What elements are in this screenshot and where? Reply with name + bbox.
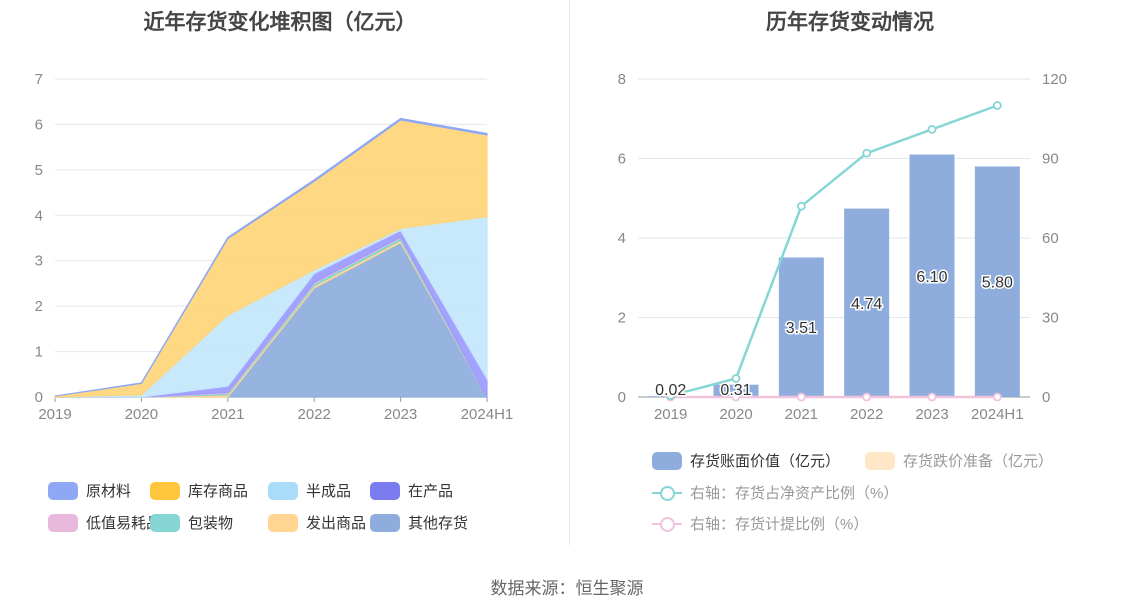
provision-ratio-point: [796, 392, 806, 402]
legend-swatch: [370, 513, 400, 532]
bar-data-label: 6.10: [916, 269, 947, 286]
provision-ratio-point: [992, 392, 1002, 402]
left-y-tick-label: 6: [35, 116, 43, 133]
right-chart-title: 历年存货变动情况: [766, 11, 934, 34]
provision-ratio-point: [927, 392, 937, 402]
left-y-tick-label: 4: [35, 207, 43, 224]
chart-divider: [569, 0, 570, 545]
bar-data-label: 4.74: [851, 296, 882, 313]
net-asset-ratio-line: [670, 104, 998, 397]
legend-item[interactable]: 低值易耗品: [48, 512, 161, 533]
left-x-tick-label: 2024H1: [461, 406, 514, 423]
legend-line-marker: [652, 515, 682, 533]
legend-label: 半成品: [306, 483, 352, 500]
legend-item[interactable]: 右轴：存货占净资产比例（%）: [652, 482, 898, 503]
bar-inventory-value: [778, 257, 824, 397]
right-x-tick-label: 2020: [719, 406, 752, 423]
legend-item[interactable]: 半成品: [268, 480, 351, 501]
left-x-tick-label: 2020: [125, 406, 158, 423]
left-y-tick-label: 3: [35, 253, 43, 270]
bar-inventory-value: [909, 154, 955, 397]
legend-swatch: [865, 451, 895, 470]
bar-data-label: 3.51: [786, 320, 817, 337]
net-asset-ratio-point: [731, 374, 741, 383]
legend-item[interactable]: 在产品: [370, 480, 453, 501]
net-asset-ratio-point: [862, 148, 872, 158]
left-x-tick-label: 2023: [384, 406, 417, 423]
bar-data-label: 0.31: [720, 382, 751, 399]
left-x-tick-label: 2022: [298, 406, 331, 423]
data-source: 数据来源：恒生聚源: [490, 579, 644, 598]
right-y2-tick-label: 60: [1042, 230, 1059, 247]
left-y-tick-label: 7: [35, 71, 43, 88]
net-asset-ratio-point: [666, 391, 676, 401]
legend-label: 库存商品: [188, 483, 249, 500]
legend-label: 其他存货: [408, 515, 469, 532]
legend-swatch: [150, 481, 180, 500]
right-x-tick-label: 2022: [850, 406, 883, 423]
right-y-tick-label: 0: [618, 389, 626, 406]
net-asset-ratio-point: [796, 201, 806, 211]
right-x-tick-label: 2023: [915, 406, 948, 423]
left-y-tick-label: 5: [35, 162, 43, 179]
legend-swatch: [48, 513, 78, 532]
legend-swatch: [652, 451, 682, 470]
legend-label: 发出商品: [306, 515, 367, 532]
left-x-tick-label: 2021: [211, 406, 244, 423]
bar-inventory-value: [974, 166, 1020, 397]
legend-item[interactable]: 其他存货: [370, 512, 468, 533]
right-y2-tick-label: 30: [1042, 310, 1059, 327]
left-chart-title: 近年存货变化堆积图（亿元）: [143, 11, 417, 34]
legend-label: 原材料: [86, 483, 132, 500]
net-asset-ratio-point: [992, 101, 1002, 110]
bar-inventory-value: [713, 384, 759, 397]
legend-swatch: [48, 481, 78, 500]
right-x-tick-label: 2024H1: [971, 406, 1024, 423]
legend-label: 在产品: [408, 483, 454, 500]
right-y-tick-label: 2: [618, 310, 626, 327]
legend-swatch: [268, 481, 298, 500]
left-y-tick-label: 1: [35, 344, 43, 361]
legend-item[interactable]: 包装物: [150, 512, 233, 533]
legend-line-marker: [652, 484, 682, 502]
legend-item[interactable]: 原材料: [48, 480, 131, 501]
right-y-tick-label: 8: [618, 71, 626, 88]
provision-ratio-point: [731, 392, 741, 402]
legend-item[interactable]: 存货账面价值（亿元）: [652, 450, 840, 471]
provision-ratio-point: [862, 392, 872, 402]
right-y2-tick-label: 0: [1042, 389, 1050, 406]
legend-swatch: [268, 513, 298, 532]
right-y2-tick-label: 90: [1042, 151, 1059, 168]
right-y-tick-label: 6: [618, 151, 626, 168]
legend-label: 存货跌价准备（亿元）: [903, 453, 1054, 470]
left-y-tick-label: 2: [35, 298, 43, 315]
bar-data-label: 5.80: [982, 275, 1013, 292]
legend-label: 存货账面价值（亿元）: [690, 453, 841, 470]
right-y-tick-label: 4: [618, 230, 626, 247]
right-x-tick-label: 2021: [785, 406, 818, 423]
left-y-tick-label: 0: [35, 389, 43, 406]
legend-item[interactable]: 右轴：存货计提比例（%）: [652, 513, 868, 534]
legend-label: 低值易耗品: [86, 515, 162, 532]
legend-swatch: [150, 513, 180, 532]
area-原材料: [54, 117, 488, 397]
legend-item[interactable]: 发出商品: [268, 512, 366, 533]
bar-inventory-value: [844, 208, 890, 397]
right-x-tick-label: 2019: [654, 406, 687, 423]
left-x-tick-label: 2019: [38, 406, 71, 423]
legend-label: 右轴：存货计提比例（%）: [690, 516, 869, 533]
right-y2-tick-label: 120: [1042, 71, 1067, 88]
bar-data-label: 0.02: [655, 382, 686, 399]
legend-label: 包装物: [188, 515, 234, 532]
legend-item[interactable]: 存货跌价准备（亿元）: [865, 450, 1053, 471]
net-asset-ratio-point: [927, 124, 937, 134]
legend-item[interactable]: 库存商品: [150, 480, 248, 501]
legend-label: 右轴：存货占净资产比例（%）: [690, 485, 899, 502]
legend-swatch: [370, 481, 400, 500]
